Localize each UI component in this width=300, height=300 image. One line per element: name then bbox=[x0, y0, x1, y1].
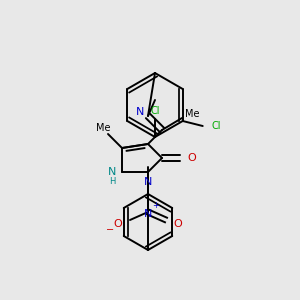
Text: −: − bbox=[106, 225, 114, 235]
Text: O: O bbox=[114, 219, 122, 229]
Text: H: H bbox=[109, 178, 115, 187]
Text: N: N bbox=[108, 167, 116, 177]
Text: +: + bbox=[153, 202, 159, 211]
Text: O: O bbox=[174, 219, 182, 229]
Text: Cl: Cl bbox=[212, 121, 221, 131]
Text: N: N bbox=[136, 107, 144, 117]
Text: Me: Me bbox=[185, 109, 199, 119]
Text: Me: Me bbox=[96, 123, 110, 133]
Text: O: O bbox=[188, 153, 196, 163]
Text: N: N bbox=[144, 177, 152, 187]
Text: N: N bbox=[144, 209, 152, 219]
Text: Cl: Cl bbox=[150, 106, 160, 116]
